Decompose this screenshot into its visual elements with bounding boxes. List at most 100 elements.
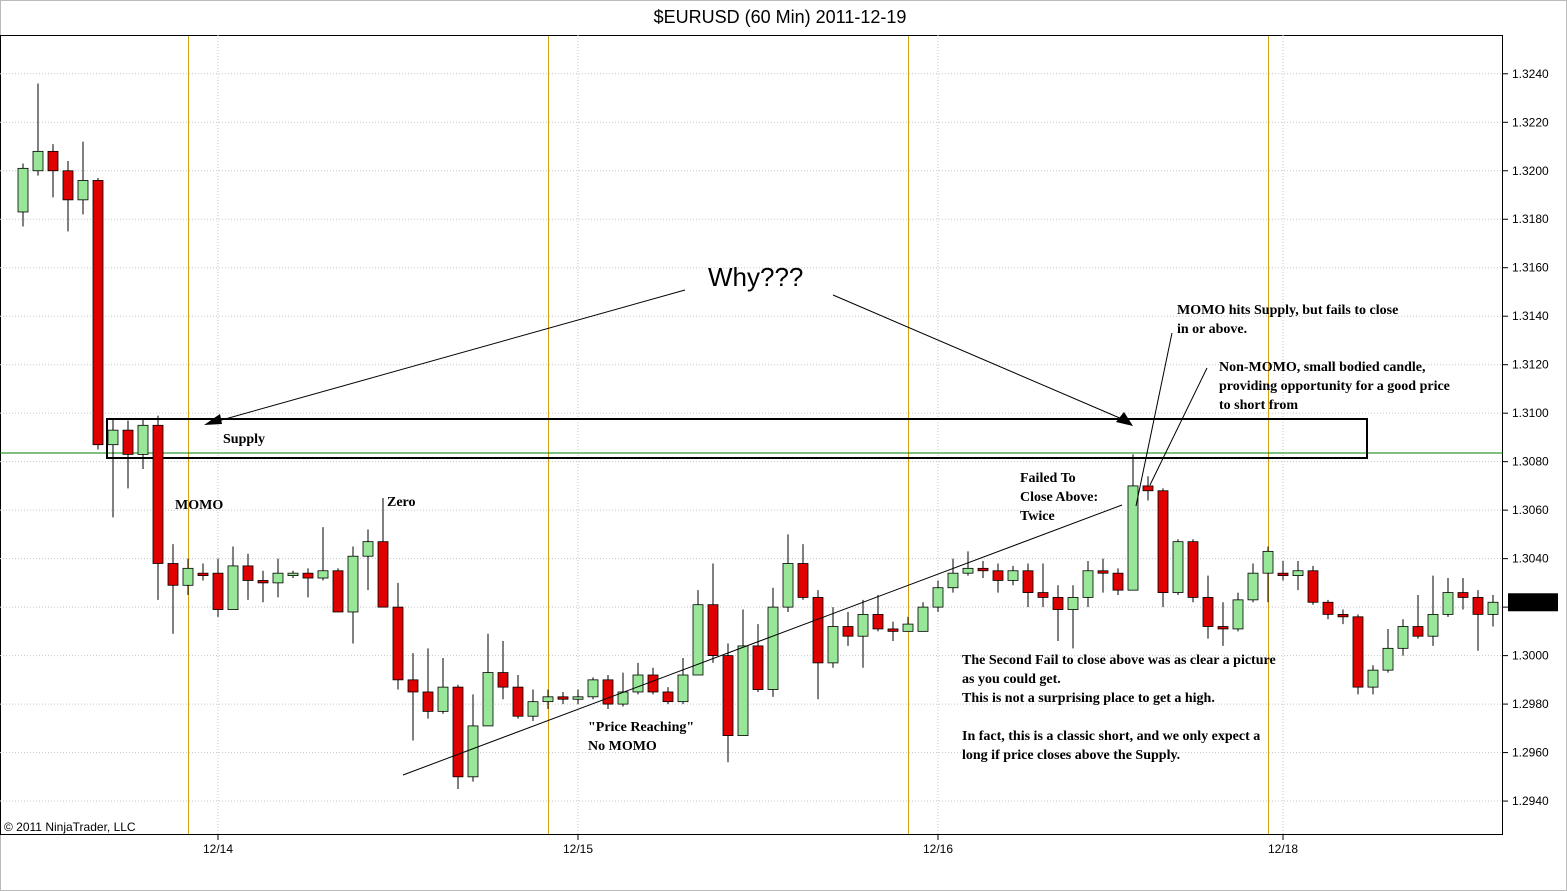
- candle-body: [737, 645, 749, 737]
- annotation: Failed To: [1020, 471, 1076, 486]
- candle-body: [257, 580, 269, 584]
- copyright: © 2011 NinjaTrader, LLC: [4, 820, 136, 834]
- supply-zone: [106, 418, 1368, 459]
- annotation: MOMO: [175, 498, 223, 513]
- annotation: MOMO hits Supply, but fails to close: [1177, 303, 1398, 318]
- y-tick-label: 1.3080: [1512, 455, 1549, 469]
- candle-body: [1082, 570, 1094, 598]
- annotation: Close Above:: [1020, 490, 1098, 505]
- candle-body: [902, 623, 914, 632]
- annotation: Non-MOMO, small bodied candle,: [1219, 360, 1426, 375]
- candle-body: [872, 613, 884, 630]
- candle-body: [1112, 572, 1124, 591]
- y-tick-label: 1.3180: [1512, 212, 1549, 226]
- candle-body: [932, 587, 944, 608]
- candle-body: [197, 572, 209, 577]
- x-tick-label: 12/18: [1268, 842, 1298, 856]
- annotation: Zero: [387, 495, 416, 510]
- candle-body: [482, 672, 494, 727]
- candle-body: [77, 180, 89, 201]
- candle-body: [497, 672, 509, 688]
- candle-body: [1337, 613, 1349, 618]
- candle-body: [1202, 597, 1214, 627]
- candle-body: [1472, 597, 1484, 615]
- candle-body: [782, 563, 794, 608]
- candle-body: [1172, 541, 1184, 593]
- candle-body: [1487, 601, 1499, 615]
- candle-body: [242, 565, 254, 581]
- candle-body: [1097, 570, 1109, 574]
- candle-body: [722, 655, 734, 737]
- candle-body: [1067, 597, 1079, 610]
- arrow-line: [832, 294, 1123, 420]
- candle-body: [527, 701, 539, 717]
- candle-body: [1007, 570, 1019, 581]
- candle-body: [512, 686, 524, 717]
- y-tick-label: 1.3140: [1512, 309, 1549, 323]
- annotation: as you could get.: [962, 672, 1061, 687]
- candle-body: [182, 567, 194, 586]
- candle-body: [677, 674, 689, 703]
- candle-body: [1142, 485, 1154, 492]
- arrow-head: [204, 414, 222, 425]
- arrow-head: [1116, 412, 1133, 426]
- y-tick-label: 1.2960: [1512, 746, 1549, 760]
- candle-body: [317, 570, 329, 579]
- candle-body: [767, 606, 779, 690]
- arrow-line: [217, 289, 686, 422]
- annotation: "Price Reaching": [588, 720, 694, 735]
- candle-body: [272, 572, 284, 584]
- candle-body: [632, 674, 644, 693]
- annotation: to short from: [1219, 398, 1298, 413]
- candle-body: [227, 565, 239, 610]
- annotation: In fact, this is a classic short, and we…: [962, 729, 1260, 744]
- x-tick-label: 12/15: [563, 842, 593, 856]
- candle-body: [1307, 570, 1319, 603]
- y-tick-label: 1.3040: [1512, 552, 1549, 566]
- y-tick-label: 1.3000: [1512, 649, 1549, 663]
- candle-body: [1277, 572, 1289, 577]
- y-tick-label: 1.3060: [1512, 503, 1549, 517]
- annotation: Why???: [708, 262, 803, 292]
- candle-body: [827, 626, 839, 664]
- candle-body: [332, 570, 344, 613]
- pointer-line: [1149, 367, 1208, 486]
- candle-body: [107, 429, 119, 446]
- candle-body: [977, 567, 989, 572]
- last-price-label: 1.3022: [1514, 595, 1551, 609]
- annotation: The Second Fail to close above was as cl…: [962, 653, 1276, 668]
- plot-border: [0, 35, 1503, 835]
- candle-body: [167, 563, 179, 586]
- y-tick-label: 1.3100: [1512, 406, 1549, 420]
- candle-body: [1382, 647, 1394, 671]
- candle-body: [1322, 601, 1334, 615]
- candle-body: [377, 541, 389, 608]
- candle-body: [62, 170, 74, 201]
- candle-body: [1247, 572, 1259, 601]
- candle-body: [797, 563, 809, 598]
- y-tick-label: 1.3120: [1512, 358, 1549, 372]
- candle-body: [842, 626, 854, 637]
- candle-body: [407, 679, 419, 693]
- candle-body: [1262, 550, 1274, 574]
- candle-body: [422, 691, 434, 712]
- last-price-tag: [1508, 593, 1558, 612]
- y-tick-label: 1.3160: [1512, 261, 1549, 275]
- annotation: in or above.: [1177, 322, 1247, 337]
- candle-body: [1127, 485, 1139, 591]
- candle-body: [962, 567, 974, 574]
- candles: [17, 83, 1499, 789]
- annotation: long if price closes above the Supply.: [962, 748, 1180, 763]
- candle-body: [1412, 626, 1424, 637]
- candle-body: [1397, 626, 1409, 649]
- y-tick-label: 1.3200: [1512, 164, 1549, 178]
- candle-body: [812, 597, 824, 664]
- annotation: Twice: [1020, 509, 1055, 524]
- candle-body: [152, 424, 164, 564]
- candle-body: [662, 691, 674, 703]
- candle-body: [287, 572, 299, 577]
- candle-body: [92, 180, 104, 446]
- candle-body: [17, 167, 29, 213]
- candle-body: [1292, 570, 1304, 577]
- x-tick-label: 12/14: [203, 842, 233, 856]
